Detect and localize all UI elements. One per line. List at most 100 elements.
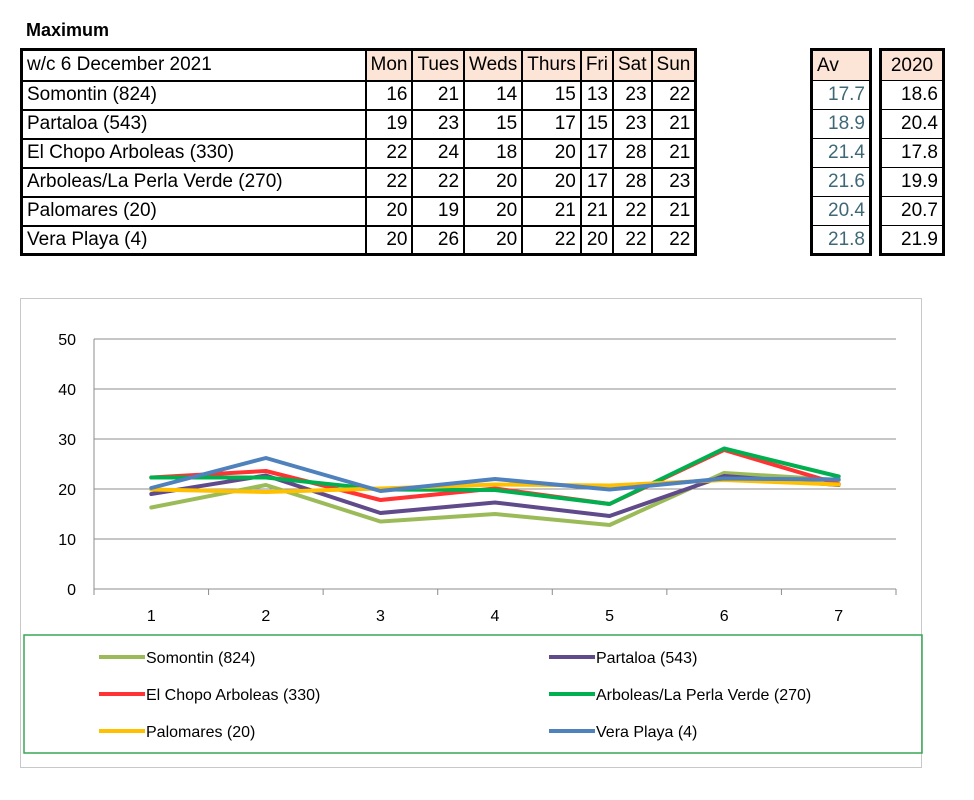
x-tick-label: 7: [834, 608, 843, 625]
legend-label: Vera Playa (4): [596, 724, 697, 741]
table-row: Partaloa (543) 19 23 15 17 15 23 21: [20, 108, 697, 140]
previous-year-cell: 18.6: [880, 80, 944, 110]
daily-max-cell: 20: [521, 166, 582, 198]
daily-max-cell: 20: [364, 224, 414, 256]
daily-max-cell: 22: [650, 224, 697, 256]
x-tick-label: 2: [261, 608, 270, 625]
daily-max-cell: 21: [521, 195, 582, 227]
daily-max-cell: 23: [411, 108, 466, 140]
day-header: Sun: [650, 48, 697, 82]
table-row: Somontin (824) 16 21 14 15 13 23 22: [20, 79, 697, 111]
table-row: El Chopo Arboleas (330) 22 24 18 20 17 28 21: [20, 137, 697, 169]
y-tick-label: 50: [58, 332, 76, 349]
daily-max-cell: 23: [611, 79, 653, 111]
daily-max-cell: 17: [521, 108, 582, 140]
y-tick-label: 20: [58, 482, 76, 499]
daily-max-cell: 22: [364, 137, 414, 169]
daily-max-cell: 19: [411, 195, 466, 227]
daily-max-cell: 22: [411, 166, 466, 198]
series-line: [149, 471, 841, 527]
daily-max-cell: 22: [521, 224, 582, 256]
table-row: 20.4: [811, 196, 871, 226]
table-row: Arboleas/La Perla Verde (270) 22 22 20 20 17 2…: [20, 166, 697, 198]
table-row: 21.8: [811, 225, 871, 255]
location-name: Partaloa (543): [20, 108, 367, 140]
daily-max-cell: 16: [364, 79, 414, 111]
daily-max-cell: 20: [521, 137, 582, 169]
table-row: 17.8: [880, 138, 944, 168]
daily-max-cell: 21: [650, 137, 697, 169]
previous-year-table: 2020 18.6 20.4 17.8 19.9 20.7 21.9: [879, 48, 945, 256]
table-row: 19.9: [880, 167, 944, 197]
daily-max-cell: 15: [579, 108, 614, 140]
average-cell: 20.4: [811, 196, 871, 226]
section-title: Maximum: [26, 20, 110, 40]
temperature-table-body: w/c 6 December 2021 Mon Tues Weds Thurs Fri Sa…: [20, 48, 697, 256]
daily-max-cell: 22: [611, 224, 653, 256]
table-row: Palomares (20) 20 19 20 21 21 22 21: [20, 195, 697, 227]
table-row: 20.7: [880, 196, 944, 226]
location-name: Palomares (20): [20, 195, 367, 227]
x-tick-label: 1: [147, 608, 156, 625]
x-tick-label: 5: [605, 608, 614, 625]
table-row: 18.9: [811, 109, 871, 139]
day-header: Thurs: [521, 48, 582, 82]
daily-max-cell: 23: [650, 166, 697, 198]
previous-year-header: 2020: [880, 49, 944, 81]
x-tick-label: 6: [720, 608, 729, 625]
location-name: El Chopo Arboleas (330): [20, 137, 367, 169]
average-table-body: Av 17.7 18.9 21.4 21.6 20.4 21.8: [811, 49, 871, 255]
average-cell: 18.9: [811, 109, 871, 139]
average-header: Av: [811, 49, 871, 81]
previous-year-cell: 17.8: [880, 138, 944, 168]
daily-max-cell: 24: [411, 137, 466, 169]
daily-max-cell: 14: [463, 79, 524, 111]
day-header: Fri: [579, 48, 614, 82]
daily-max-cell: 20: [463, 195, 524, 227]
daily-max-cell: 28: [611, 166, 653, 198]
week-label: w/c 6 December 2021: [20, 48, 367, 82]
daily-max-cell: 22: [650, 79, 697, 111]
average-cell: 17.7: [811, 80, 871, 110]
line-chart: 0 10 20 30 40 50 1 2 3 4 5 6 7 Somontin (824) Partaloa…: [20, 298, 923, 768]
previous-year-table-body: 2020 18.6 20.4 17.8 19.9 20.7 21.9: [880, 49, 944, 255]
daily-max-cell: 28: [611, 137, 653, 169]
day-header: Tues: [411, 48, 466, 82]
y-tick-label: 10: [58, 532, 76, 549]
average-table: Av 17.7 18.9 21.4 21.6 20.4 21.8: [810, 48, 872, 256]
legend-label: Somontin (824): [146, 650, 255, 667]
series-line: [149, 456, 841, 493]
daily-max-cell: 19: [364, 108, 414, 140]
daily-max-cell: 18: [463, 137, 524, 169]
legend-label: Palomares (20): [146, 724, 255, 741]
previous-year-cell: 21.9: [880, 225, 944, 255]
day-header: Sat: [611, 48, 653, 82]
x-tick-label: 3: [376, 608, 385, 625]
location-name: Vera Playa (4): [20, 224, 367, 256]
daily-max-cell: 22: [611, 195, 653, 227]
previous-year-cell: 20.7: [880, 196, 944, 226]
series-line: [149, 446, 841, 506]
previous-year-cell: 20.4: [880, 109, 944, 139]
day-header: Mon: [364, 48, 414, 82]
y-tick-label: 30: [58, 432, 76, 449]
daily-max-cell: 15: [463, 108, 524, 140]
table-row: 17.7: [811, 80, 871, 110]
daily-max-cell: 21: [411, 79, 466, 111]
y-tick-label: 40: [58, 382, 76, 399]
daily-max-cell: 21: [579, 195, 614, 227]
daily-max-cell: 23: [611, 108, 653, 140]
table-row: 20.4: [880, 109, 944, 139]
location-name: Somontin (824): [20, 79, 367, 111]
table-row: 21.9: [880, 225, 944, 255]
daily-max-cell: 15: [521, 79, 582, 111]
legend-box: [23, 634, 923, 754]
daily-max-cell: 17: [579, 166, 614, 198]
daily-max-cell: 13: [579, 79, 614, 111]
daily-max-cell: 20: [463, 224, 524, 256]
table-row: Vera Playa (4) 20 26 20 22 20 22 22: [20, 224, 697, 256]
table-row: 18.6: [880, 80, 944, 110]
daily-max-cell: 20: [579, 224, 614, 256]
daily-max-cell: 17: [579, 137, 614, 169]
line-chart-svg: 0 10 20 30 40 50 1 2 3 4 5 6 7 Somontin (824) Partaloa…: [23, 332, 923, 754]
